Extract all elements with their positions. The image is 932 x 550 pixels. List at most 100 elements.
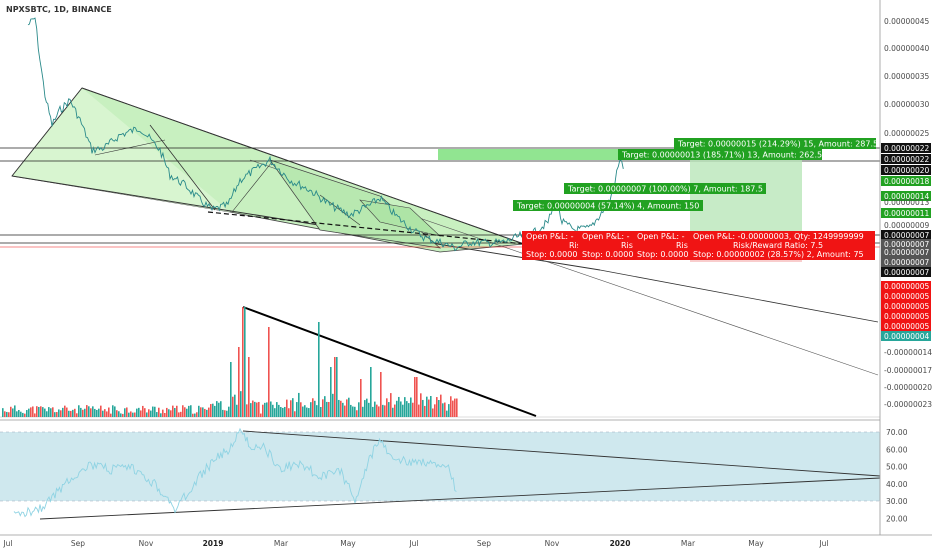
volume-bar [148, 409, 150, 417]
price-tick-label: 0.00000011 [884, 209, 930, 218]
volume-bar [436, 397, 438, 417]
volume-bar [442, 403, 444, 417]
volume-bar [322, 399, 324, 417]
volume-bar [340, 400, 342, 417]
volume-bar [294, 411, 296, 417]
volume-bar [212, 403, 214, 417]
volume-bar [430, 396, 432, 417]
volume-bar [156, 412, 158, 417]
position-3-line1: Open P&L: - [637, 232, 685, 241]
volume-bar [6, 411, 8, 417]
volume-bar [280, 407, 282, 417]
volume-bar [14, 405, 16, 417]
volume-bar [374, 401, 376, 417]
volume-bar [276, 402, 278, 417]
volume-bar [192, 413, 194, 417]
volume-bar [402, 404, 404, 417]
position-1-line1: Open P&L: - [526, 232, 574, 241]
price-tick-label: 0.00000007 [884, 268, 930, 277]
vol-downtrend-line [242, 306, 537, 417]
volume-bar [254, 401, 256, 417]
rsi-lower-trendline [39, 477, 881, 520]
volume-bar [58, 409, 60, 417]
volume-bar [108, 407, 110, 417]
volume-bar [256, 402, 258, 417]
volume-bar [82, 409, 84, 417]
volume-bar [54, 412, 56, 417]
diag-line-1 [149, 124, 216, 211]
price-tick-badge [881, 208, 931, 218]
volume-bar [214, 405, 216, 417]
volume-bar [126, 407, 128, 417]
volume-bar [38, 406, 40, 417]
volume-bar [204, 408, 206, 417]
volume-bar [144, 408, 146, 417]
volume-bar [444, 402, 446, 417]
position-2-line2: Ris [621, 241, 633, 250]
volume-bar [288, 408, 290, 417]
price-tick-label: 0.00000005 [884, 302, 930, 311]
volume-bar [20, 411, 22, 417]
price-tick-label: 0.00000005 [884, 322, 930, 331]
volume-bar [172, 405, 174, 417]
volume-bar [226, 410, 228, 417]
volume-bar [200, 407, 202, 417]
volume-bar [110, 413, 112, 417]
time-axis-ticks: Jul Sep Nov 2019 Mar May Jul Sep Nov 2020 Mar May Ju… [2, 539, 828, 548]
volume-bar [104, 409, 106, 417]
volume-bar [98, 408, 100, 417]
volume-bar [454, 398, 456, 417]
price-tick-label: 0.00000045 [884, 17, 930, 26]
price-tick-label: 0.00000009 [884, 221, 930, 230]
volume-bar [456, 398, 458, 417]
volume-bar [410, 397, 412, 417]
volume-bar [302, 406, 304, 417]
volume-bar [264, 402, 266, 417]
price-tick-badge [881, 191, 931, 201]
volume-bar [422, 399, 424, 417]
volume-tick-label: -0.00000020 [884, 383, 932, 392]
price-tick-label: 0.00000004 [884, 332, 930, 341]
volume-bar [346, 399, 348, 417]
volume-bar [428, 399, 430, 417]
volume-bar [356, 410, 358, 417]
volume-bar [164, 412, 166, 417]
volume-tick-label: -0.00000023 [884, 400, 932, 409]
volume-bar [100, 405, 102, 417]
volume-bar [106, 411, 108, 417]
volume-bar [304, 405, 306, 417]
volume-bar [228, 406, 230, 417]
volume-bar [142, 405, 144, 417]
volume-bar [348, 397, 350, 417]
volume-bar [278, 404, 280, 417]
time-tick-label: Mar [681, 539, 696, 548]
time-tick-label: May [340, 539, 356, 548]
price-tick-badge [881, 267, 931, 277]
volume-bar [16, 411, 18, 417]
volume-bar [84, 408, 86, 417]
chart-title: NPXSBTC, 1D, BINANCE [6, 5, 112, 14]
volume-bar [64, 405, 66, 417]
volume-bar [360, 379, 362, 417]
volume-bar [432, 408, 434, 417]
position-box-3 [633, 231, 691, 260]
volume-bar [324, 396, 326, 417]
volume-bar [40, 406, 42, 417]
price-tick-label: 0.00000025 [884, 129, 930, 138]
volume-bar [418, 404, 420, 417]
position-2-line1: Open P&L: - [582, 232, 630, 241]
time-tick-label: Sep [477, 539, 491, 548]
volume-bar [296, 402, 298, 417]
target-box-2 [618, 149, 822, 160]
volume-bar [4, 411, 6, 417]
volume-bar [18, 409, 20, 417]
volume-bar [440, 394, 442, 417]
volume-bar [420, 393, 422, 417]
volume-bar [316, 405, 318, 417]
volume-bar [102, 410, 104, 417]
volume-bar [2, 408, 4, 417]
position-3-line3: Stop: 0.0000 [637, 250, 688, 259]
volume-bar [384, 405, 386, 417]
volume-bar [80, 407, 82, 417]
